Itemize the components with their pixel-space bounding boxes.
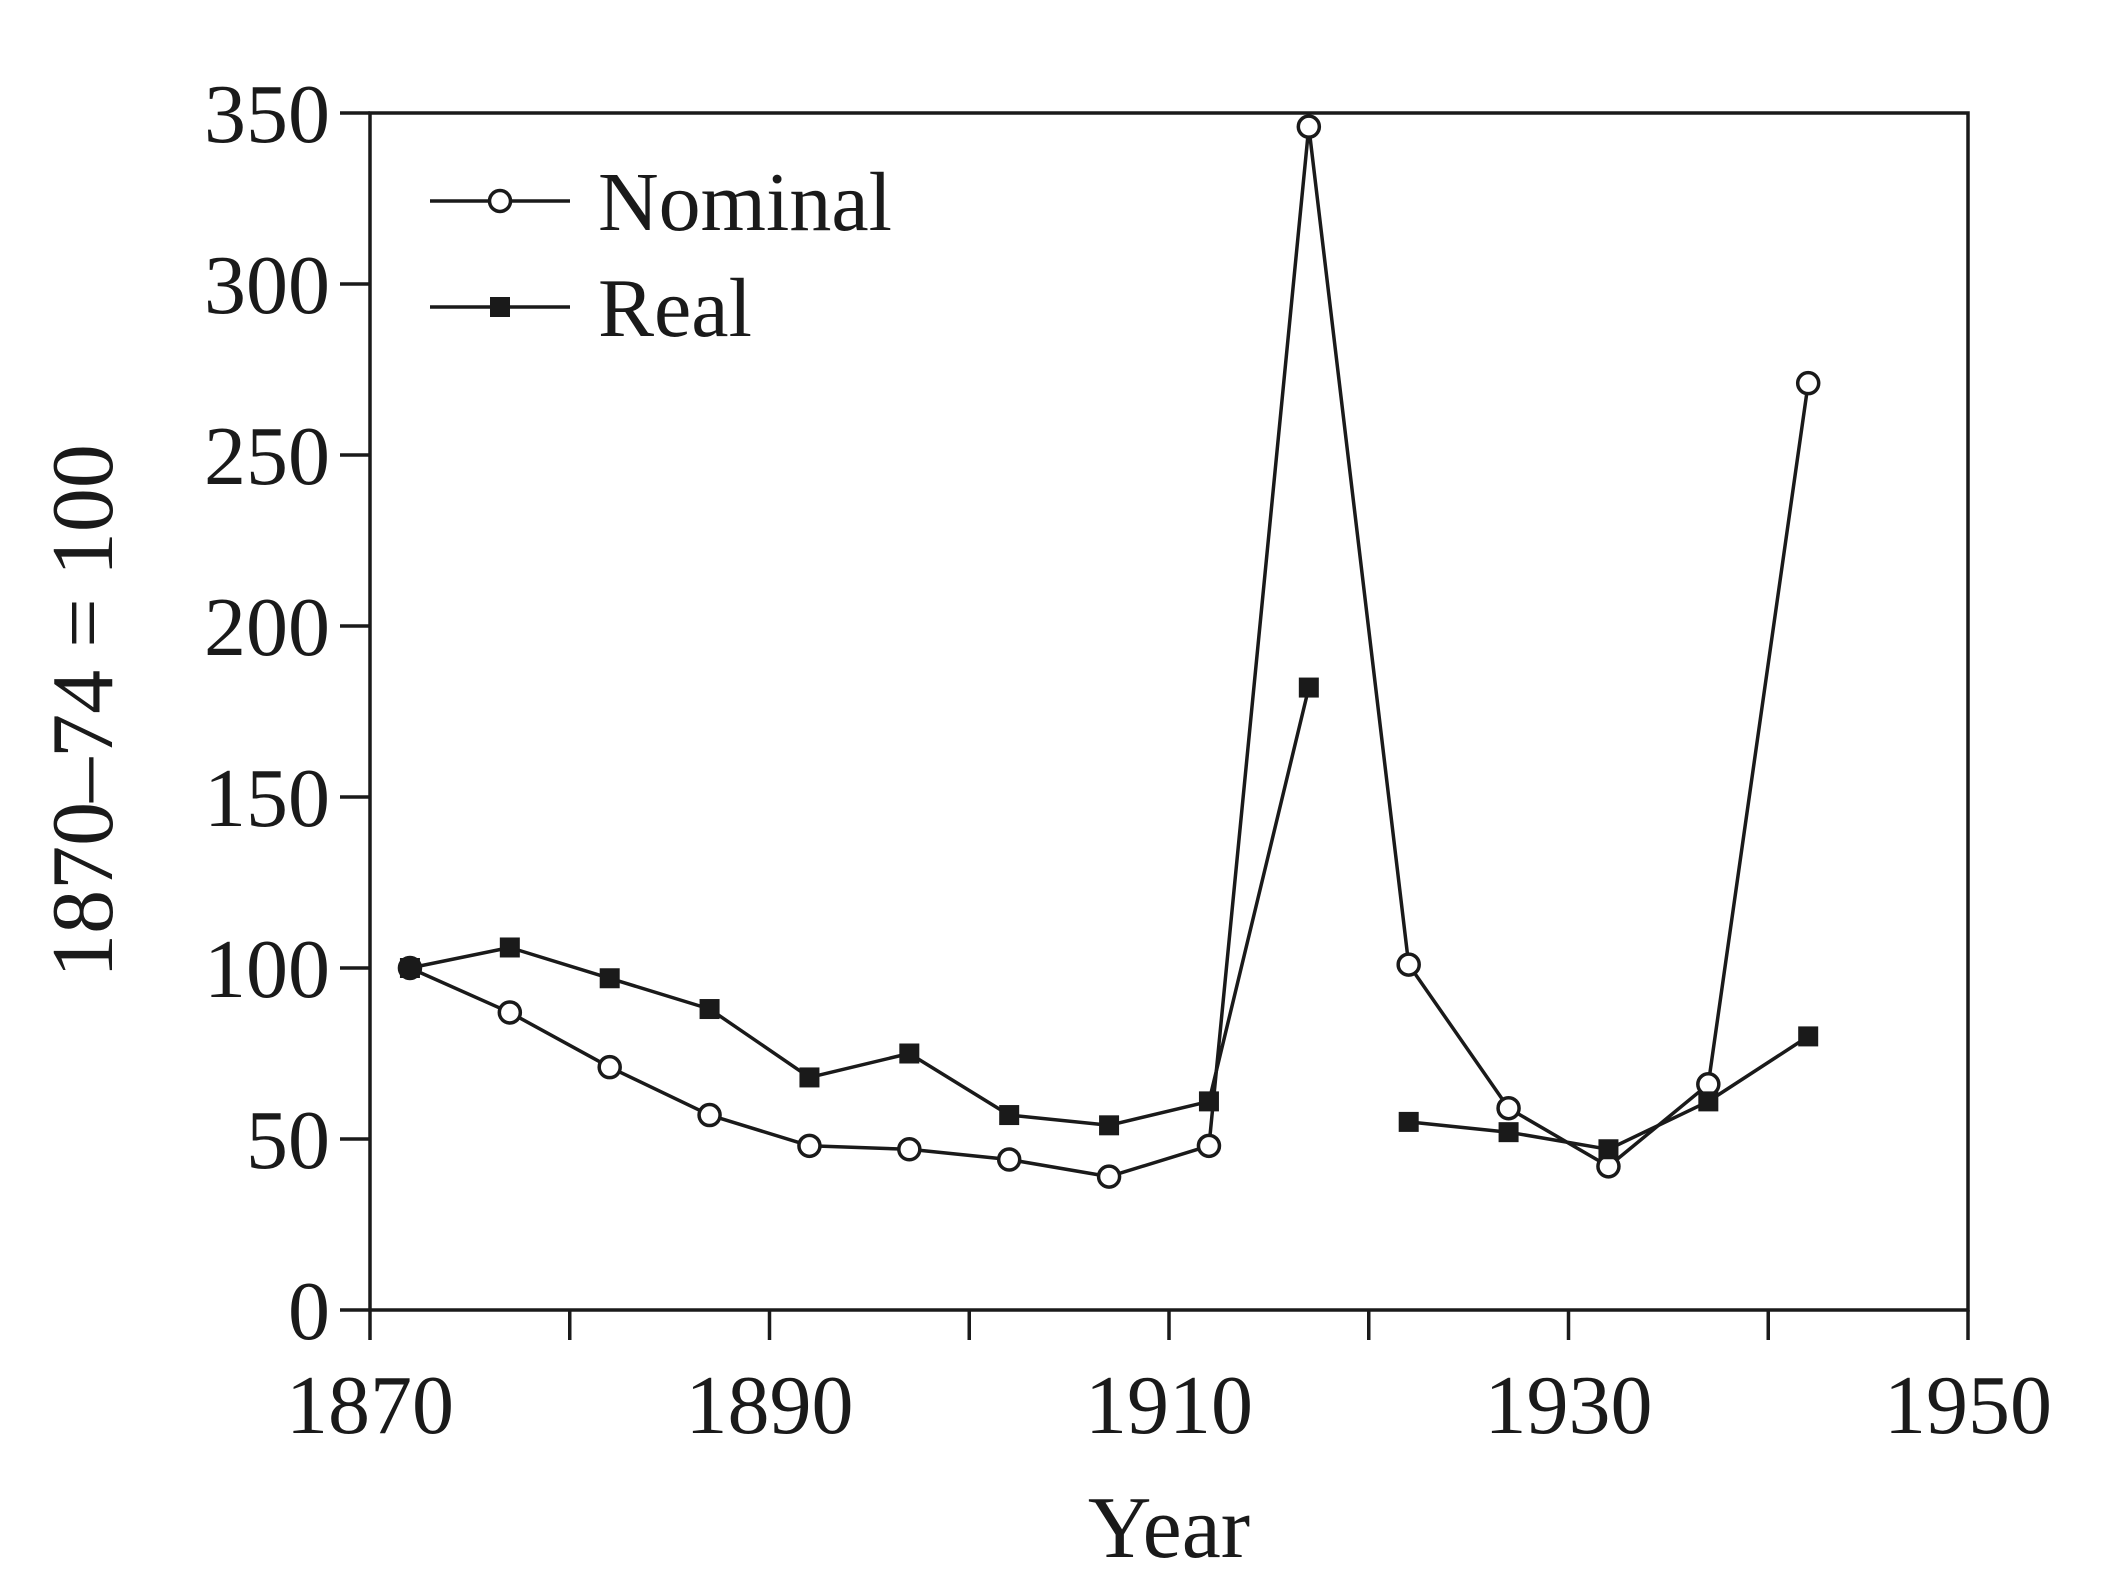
y-axis: 0 50 100 150 200 250 300 350 bbox=[204, 68, 370, 1358]
series-real-line-1 bbox=[410, 688, 1309, 1126]
series-nominal-point-1912 bbox=[1198, 1135, 1219, 1156]
y-tick-label-200: 200 bbox=[204, 581, 330, 674]
series-real-point-1907 bbox=[1099, 1115, 1119, 1135]
y-tick-label-150: 150 bbox=[204, 752, 330, 845]
series-real-point-1877 bbox=[500, 937, 520, 957]
series-nominal-point-1902 bbox=[999, 1149, 1020, 1170]
series-nominal-point-1917 bbox=[1298, 116, 1319, 137]
series-real-point-1902 bbox=[999, 1105, 1019, 1125]
x-tick-label-1910: 1910 bbox=[1085, 1359, 1253, 1452]
y-tick-label-50: 50 bbox=[246, 1094, 330, 1187]
series-real-point-1917 bbox=[1299, 678, 1319, 698]
series-nominal-point-1942 bbox=[1798, 373, 1819, 394]
legend-marker-real bbox=[490, 297, 510, 317]
y-tick-label-0: 0 bbox=[288, 1265, 330, 1358]
x-tick-label-1870: 1870 bbox=[286, 1359, 454, 1452]
legend: Nominal Real bbox=[430, 156, 892, 355]
x-tick-label-1890: 1890 bbox=[686, 1359, 854, 1452]
x-axis: 1870 1890 1910 1930 1950 bbox=[286, 1310, 2052, 1452]
x-axis-title: Year bbox=[1088, 1480, 1250, 1577]
series-real-point-1892 bbox=[799, 1067, 819, 1087]
y-tick-label-300: 300 bbox=[204, 239, 330, 332]
x-tick-label-1930: 1930 bbox=[1485, 1359, 1653, 1452]
series-nominal-point-1907 bbox=[1099, 1166, 1120, 1187]
series-nominal-point-1892 bbox=[799, 1135, 820, 1156]
series-real-point-1932 bbox=[1598, 1139, 1618, 1159]
series-real-point-1937 bbox=[1698, 1091, 1718, 1111]
y-tick-label-250: 250 bbox=[204, 410, 330, 503]
x-tick-label-1950: 1950 bbox=[1884, 1359, 2052, 1452]
legend-label-real: Real bbox=[598, 262, 752, 355]
series-real-point-1872 bbox=[400, 958, 420, 978]
y-axis-title: 1870–74 = 100 bbox=[35, 444, 132, 978]
series-real-point-1927 bbox=[1499, 1122, 1519, 1142]
y-tick-label-350: 350 bbox=[204, 68, 330, 161]
series-real-point-1922 bbox=[1399, 1112, 1419, 1132]
series-real-point-1887 bbox=[700, 999, 720, 1019]
series-real-point-1897 bbox=[899, 1044, 919, 1064]
y-tick-label-100: 100 bbox=[204, 923, 330, 1016]
series-nominal-point-1877 bbox=[499, 1002, 520, 1023]
series-nominal-point-1922 bbox=[1398, 954, 1419, 975]
series-real-point-1882 bbox=[600, 968, 620, 988]
series-nominal-point-1927 bbox=[1498, 1098, 1519, 1119]
series-nominal-point-1887 bbox=[699, 1105, 720, 1126]
legend-label-nominal: Nominal bbox=[598, 156, 892, 249]
series-real-point-1912 bbox=[1199, 1091, 1219, 1111]
series-nominal-point-1897 bbox=[899, 1139, 920, 1160]
series-nominal-point-1882 bbox=[599, 1057, 620, 1078]
legend-marker-nominal bbox=[490, 191, 511, 212]
series-real bbox=[410, 688, 1808, 1150]
series-real-point-1942 bbox=[1798, 1026, 1818, 1046]
series-real-markers bbox=[400, 678, 1818, 1160]
